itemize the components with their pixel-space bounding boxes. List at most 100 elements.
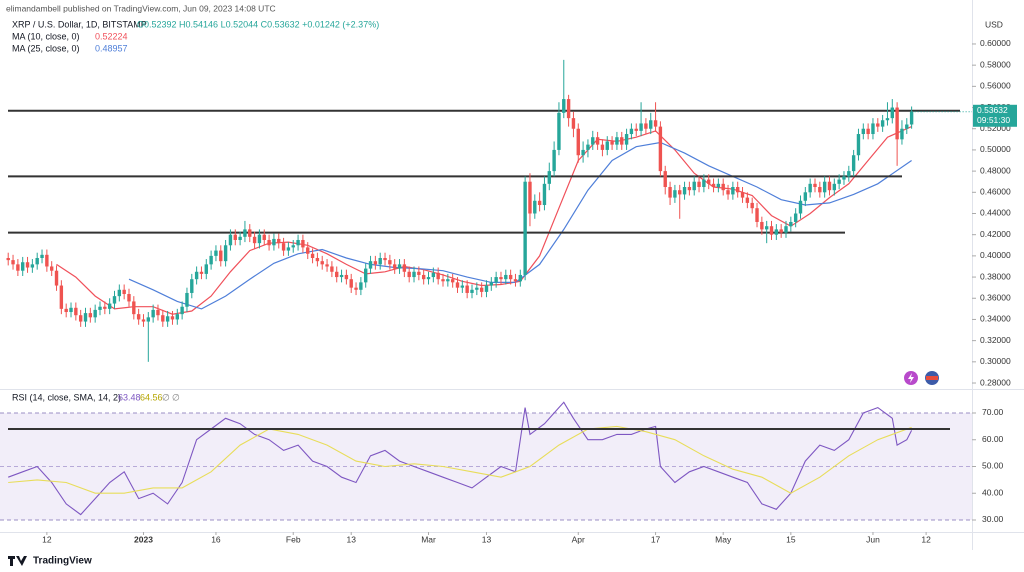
- candle-body: [402, 264, 407, 272]
- candle-body: [412, 271, 416, 278]
- candle-body: [11, 260, 15, 265]
- candle-body: [16, 264, 20, 271]
- candle-body: [54, 270, 59, 286]
- candle-body: [146, 317, 151, 322]
- candle-body: [678, 190, 682, 195]
- candle-body: [359, 282, 363, 290]
- candle-body: [600, 144, 605, 150]
- candle-body: [876, 123, 880, 127]
- candle-body: [257, 234, 262, 244]
- x-tick-label: 12: [42, 534, 52, 544]
- candle-body: [774, 229, 779, 235]
- candle-body: [591, 137, 595, 145]
- candle-body: [320, 261, 324, 265]
- candle-body: [310, 253, 315, 258]
- candle-body: [132, 301, 136, 315]
- y-tick-label: 0.38000: [980, 271, 1011, 281]
- candle-body: [223, 245, 228, 262]
- candle-body: [209, 255, 213, 265]
- candle-body: [750, 202, 754, 209]
- candle-body: [793, 213, 798, 222]
- candle-body: [818, 187, 822, 193]
- candle-body: [711, 183, 716, 188]
- candle-body: [175, 314, 179, 320]
- candle-body: [523, 181, 527, 275]
- candle-body: [272, 238, 276, 246]
- candle-body: [136, 314, 141, 320]
- candle-body: [335, 271, 339, 278]
- candle-body: [620, 137, 624, 145]
- candle-body: [624, 134, 629, 145]
- candle-body: [649, 120, 653, 129]
- last-price-tag: [973, 104, 1017, 127]
- candle-body: [528, 181, 532, 214]
- candle-body: [141, 319, 146, 322]
- candle-body: [484, 285, 489, 292]
- candle-body: [378, 257, 382, 265]
- y-tick-label: 0.42000: [980, 229, 1011, 239]
- last-price: 0.53632: [977, 105, 1008, 115]
- candle-body: [455, 282, 460, 288]
- candle-body: [895, 107, 899, 140]
- candle-body: [533, 200, 537, 214]
- candle-body: [354, 287, 358, 290]
- candle-body: [682, 187, 687, 195]
- candle-body: [909, 111, 914, 125]
- candle-body: [388, 260, 392, 265]
- candle-body: [576, 128, 580, 156]
- candle-body: [740, 192, 745, 198]
- rsi-y-tick-label: 60.00: [982, 434, 1004, 444]
- candle-body: [103, 306, 107, 309]
- candle-body: [373, 261, 378, 265]
- rsi-readout: ∅: [162, 392, 170, 402]
- candle-body: [228, 234, 233, 246]
- candle-body: [808, 183, 812, 193]
- candle-body: [397, 264, 402, 269]
- x-tick-label: 12: [921, 534, 931, 544]
- candle-body: [789, 221, 793, 227]
- candle-body: [508, 274, 513, 280]
- candle-body: [769, 226, 774, 235]
- y-tick-label: 0.60000: [980, 38, 1011, 48]
- candle-body: [252, 236, 257, 244]
- candle-body: [190, 279, 194, 293]
- candle-body: [644, 123, 648, 129]
- candle-body: [552, 149, 556, 172]
- candle-body: [185, 292, 189, 307]
- candle-body: [83, 313, 88, 322]
- candle-body: [446, 279, 450, 282]
- candle-body: [286, 247, 291, 251]
- candle-body: [431, 272, 436, 278]
- candle-body: [238, 236, 242, 240]
- candle-body: [566, 99, 571, 119]
- candle-body: [248, 229, 252, 237]
- icon-flag-stripe: [926, 376, 938, 380]
- candle-body: [315, 257, 320, 262]
- ohlc-readout: O0.52392 H0.54146 L0.52044 C0.53632 +0.0…: [137, 19, 379, 29]
- candle-body: [504, 274, 508, 280]
- candle-body: [243, 229, 247, 237]
- candle-body: [499, 277, 503, 280]
- candle-body: [151, 309, 155, 318]
- candle-body: [885, 118, 890, 121]
- rsi-readout: ∅: [172, 392, 180, 402]
- candle-body: [890, 107, 894, 119]
- candle-body: [586, 144, 590, 150]
- rsi-y-tick-label: 40.00: [982, 487, 1004, 497]
- candle-body: [470, 289, 474, 293]
- rsi-readout: 63.48: [118, 392, 141, 402]
- candle-body: [900, 128, 904, 140]
- y-tick-label: 0.40000: [980, 250, 1011, 260]
- candle-body: [330, 266, 334, 272]
- candle-body: [64, 308, 68, 313]
- candle-body: [557, 112, 561, 150]
- ma-legend: MA (10, close, 0): [12, 31, 80, 41]
- candle-body: [905, 124, 909, 129]
- candle-body: [21, 262, 25, 271]
- rsi-y-tick-label: 50.00: [982, 461, 1004, 471]
- candle-body: [194, 271, 199, 280]
- candle-body: [745, 197, 750, 203]
- candle-body: [866, 128, 870, 135]
- candle-body: [156, 309, 160, 316]
